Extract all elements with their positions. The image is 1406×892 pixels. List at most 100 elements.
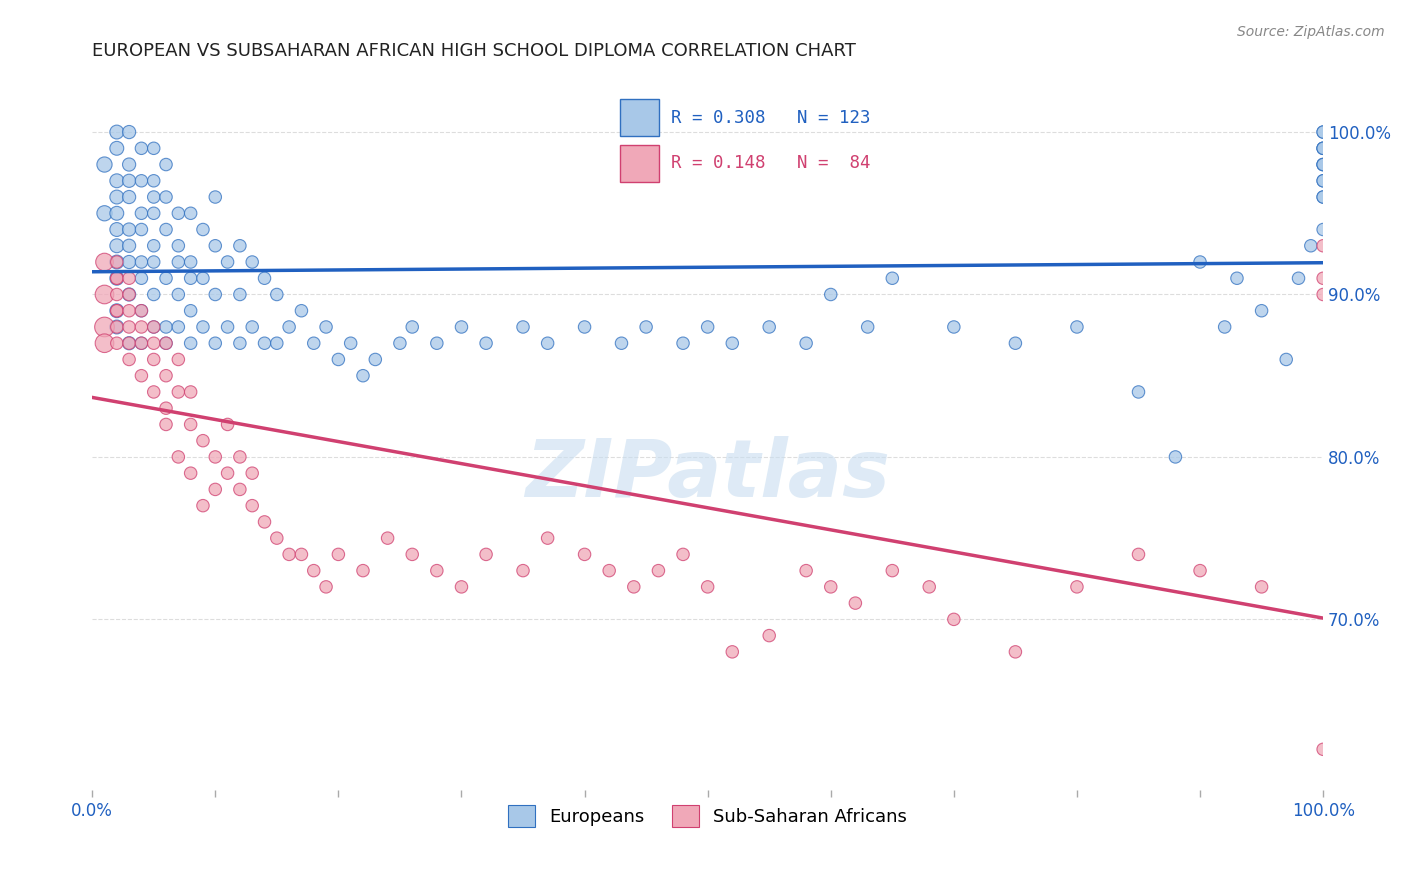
- Point: [204, 450, 226, 464]
- Point: [1066, 580, 1088, 594]
- Point: [191, 434, 214, 448]
- Point: [1312, 157, 1334, 171]
- Point: [1066, 320, 1088, 334]
- Point: [1312, 174, 1334, 188]
- Point: [1312, 157, 1334, 171]
- Point: [204, 336, 226, 351]
- Point: [155, 368, 177, 383]
- Point: [105, 174, 128, 188]
- Point: [574, 320, 596, 334]
- Point: [155, 190, 177, 204]
- Point: [105, 255, 128, 269]
- Point: [105, 239, 128, 253]
- Point: [1312, 174, 1334, 188]
- Point: [918, 580, 941, 594]
- Point: [266, 287, 288, 301]
- Point: [352, 564, 374, 578]
- Point: [204, 483, 226, 497]
- Point: [180, 466, 202, 480]
- Point: [167, 287, 190, 301]
- Point: [1312, 141, 1334, 155]
- Point: [1312, 287, 1334, 301]
- Point: [105, 320, 128, 334]
- Point: [388, 336, 411, 351]
- Point: [155, 271, 177, 285]
- Point: [131, 255, 153, 269]
- Point: [191, 499, 214, 513]
- Point: [1312, 742, 1334, 756]
- Bar: [620, 145, 659, 181]
- Point: [93, 157, 115, 171]
- Point: [721, 336, 744, 351]
- Point: [672, 548, 695, 562]
- Point: [856, 320, 879, 334]
- Point: [882, 271, 904, 285]
- Point: [1288, 271, 1310, 285]
- Point: [167, 450, 190, 464]
- Point: [1128, 548, 1150, 562]
- Point: [1128, 384, 1150, 399]
- Legend: Europeans, Sub-Saharan Africans: Europeans, Sub-Saharan Africans: [501, 798, 914, 835]
- Point: [105, 206, 128, 220]
- Point: [240, 466, 263, 480]
- Point: [1004, 645, 1026, 659]
- Point: [302, 336, 325, 351]
- Point: [512, 320, 534, 334]
- Point: [1312, 125, 1334, 139]
- Point: [598, 564, 620, 578]
- Point: [142, 174, 165, 188]
- Point: [253, 336, 276, 351]
- Point: [142, 239, 165, 253]
- Point: [167, 352, 190, 367]
- Point: [204, 190, 226, 204]
- Point: [278, 320, 301, 334]
- Point: [131, 174, 153, 188]
- Point: [1164, 450, 1187, 464]
- Point: [204, 287, 226, 301]
- Point: [352, 368, 374, 383]
- Point: [217, 466, 239, 480]
- Point: [696, 580, 718, 594]
- Point: [180, 206, 202, 220]
- Point: [131, 303, 153, 318]
- Point: [131, 271, 153, 285]
- Point: [142, 141, 165, 155]
- Point: [1226, 271, 1249, 285]
- Point: [1299, 239, 1322, 253]
- Point: [1312, 239, 1334, 253]
- Point: [204, 239, 226, 253]
- Point: [155, 222, 177, 236]
- Point: [180, 255, 202, 269]
- Point: [290, 303, 312, 318]
- Point: [1213, 320, 1236, 334]
- Text: ZIPatlas: ZIPatlas: [526, 436, 890, 515]
- Point: [217, 255, 239, 269]
- Point: [942, 612, 965, 626]
- Point: [450, 320, 472, 334]
- Point: [93, 336, 115, 351]
- Point: [328, 352, 350, 367]
- Bar: [620, 99, 659, 136]
- Point: [240, 320, 263, 334]
- Point: [536, 336, 558, 351]
- Point: [1004, 336, 1026, 351]
- Point: [105, 303, 128, 318]
- Point: [131, 206, 153, 220]
- Point: [180, 417, 202, 432]
- Point: [131, 336, 153, 351]
- Point: [758, 629, 780, 643]
- Point: [118, 239, 141, 253]
- Point: [118, 320, 141, 334]
- Point: [118, 222, 141, 236]
- Point: [142, 336, 165, 351]
- Point: [105, 303, 128, 318]
- Point: [450, 580, 472, 594]
- Point: [142, 206, 165, 220]
- Point: [475, 336, 498, 351]
- Point: [302, 564, 325, 578]
- Point: [229, 336, 252, 351]
- Point: [105, 303, 128, 318]
- Point: [758, 320, 780, 334]
- Point: [105, 271, 128, 285]
- Point: [339, 336, 361, 351]
